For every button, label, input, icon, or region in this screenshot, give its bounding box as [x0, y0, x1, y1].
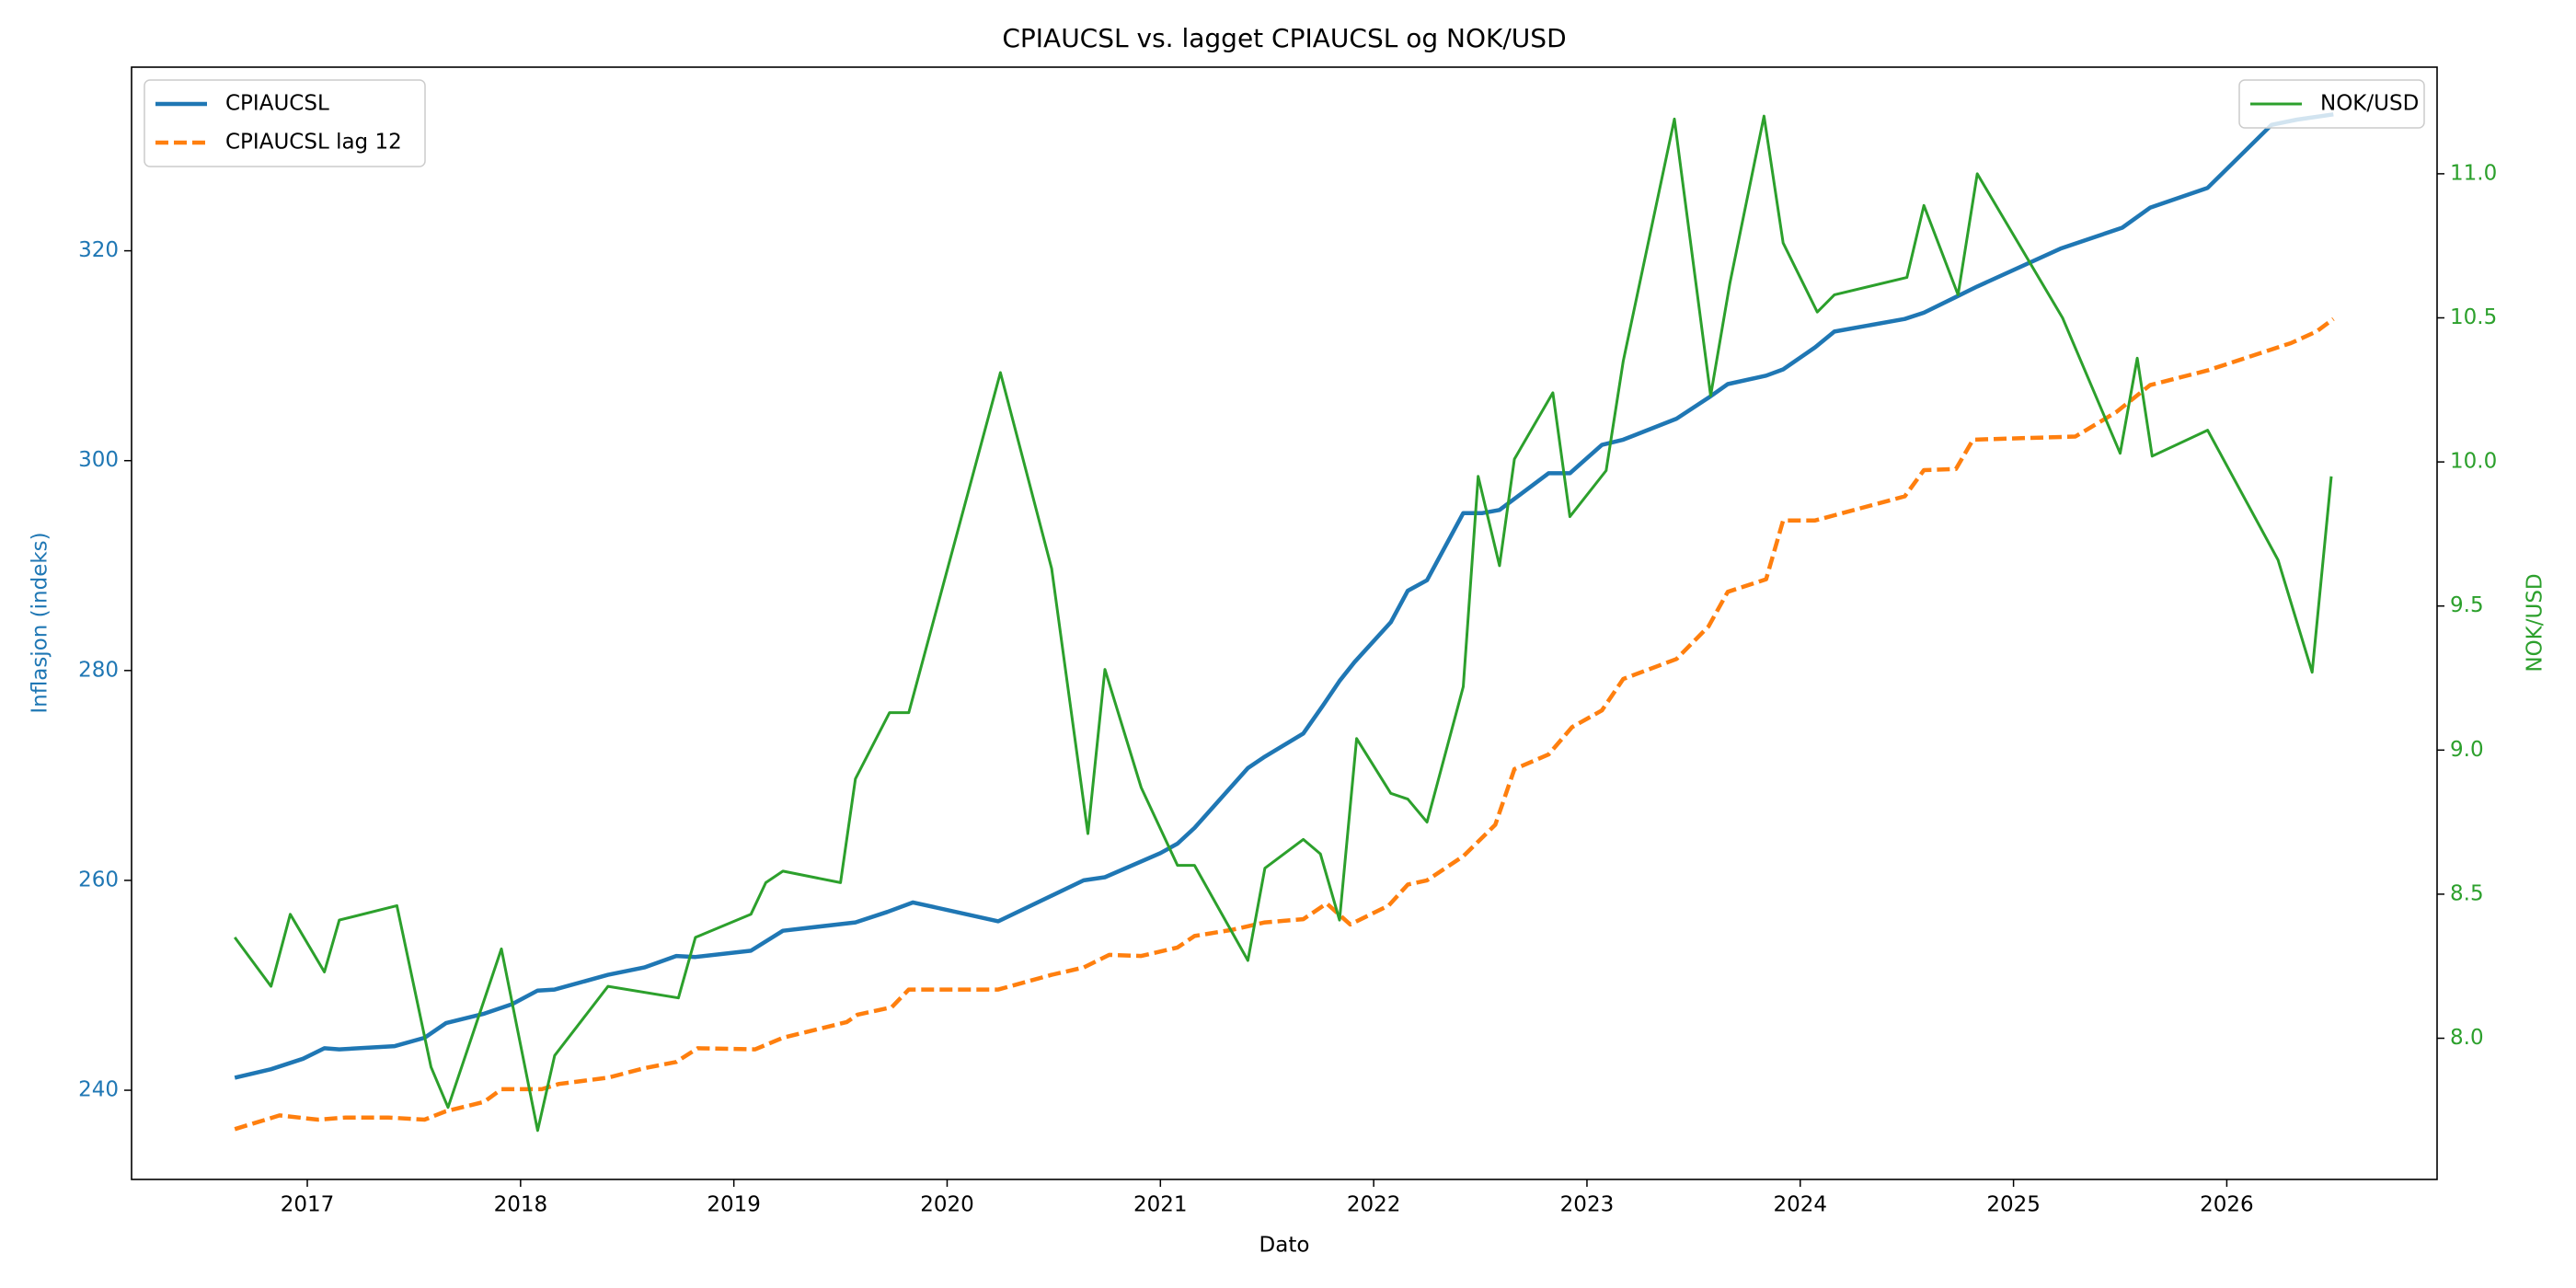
x-tick-label: 2017: [281, 1193, 335, 1217]
y2-tick-label: 10.0: [2450, 450, 2497, 474]
legend-box: [144, 79, 426, 167]
x-tick-label: 2023: [1560, 1193, 1615, 1217]
x-tick-label: 2019: [707, 1193, 761, 1217]
x-axis-label: Dato: [1259, 1234, 1310, 1258]
data-line: [234, 112, 2334, 1080]
legend-label: CPIAUCSL: [225, 92, 329, 116]
y-tick-label: 320: [78, 238, 119, 262]
y-tick-label: 260: [78, 868, 119, 891]
legend-box: [2238, 79, 2425, 129]
legend: NOK/USD: [2238, 79, 2425, 129]
y2-tick-label: 8.0: [2450, 1026, 2484, 1050]
legend-label: NOK/USD: [2320, 92, 2419, 116]
y-axis-label: Inflasjon (indeks): [29, 532, 52, 713]
data-line: [233, 114, 2333, 1133]
y2-tick-label: 8.5: [2450, 881, 2484, 905]
x-tick-label: 2026: [2200, 1193, 2254, 1217]
x-tick-label: 2018: [494, 1193, 548, 1217]
y2-axis-label: NOK/USD: [2524, 573, 2547, 672]
y-tick-label: 280: [78, 658, 119, 682]
y2-tick-label: 9.5: [2450, 593, 2484, 617]
legend: CPIAUCSL CPIAUCSL lag 12: [144, 79, 426, 167]
y2-tick-label: 11.0: [2450, 161, 2497, 185]
y-tick-label: 240: [78, 1078, 119, 1102]
x-tick-label: 2025: [1986, 1193, 2041, 1217]
x-tick-label: 2020: [920, 1193, 974, 1217]
y2-tick-label: 10.5: [2450, 305, 2497, 329]
chart-title: CPIAUCSL vs. lagget CPIAUCSL og NOK/USD: [1002, 23, 1566, 53]
plot-frame: [131, 66, 2438, 1180]
legend-label: CPIAUCSL lag 12: [225, 131, 402, 155]
y2-tick-label: 9.0: [2450, 738, 2484, 762]
y-tick-label: 300: [78, 448, 119, 472]
x-tick-label: 2021: [1133, 1193, 1188, 1217]
x-tick-label: 2024: [1774, 1193, 1828, 1217]
data-line: [234, 316, 2335, 1132]
x-tick-label: 2022: [1347, 1193, 1401, 1217]
